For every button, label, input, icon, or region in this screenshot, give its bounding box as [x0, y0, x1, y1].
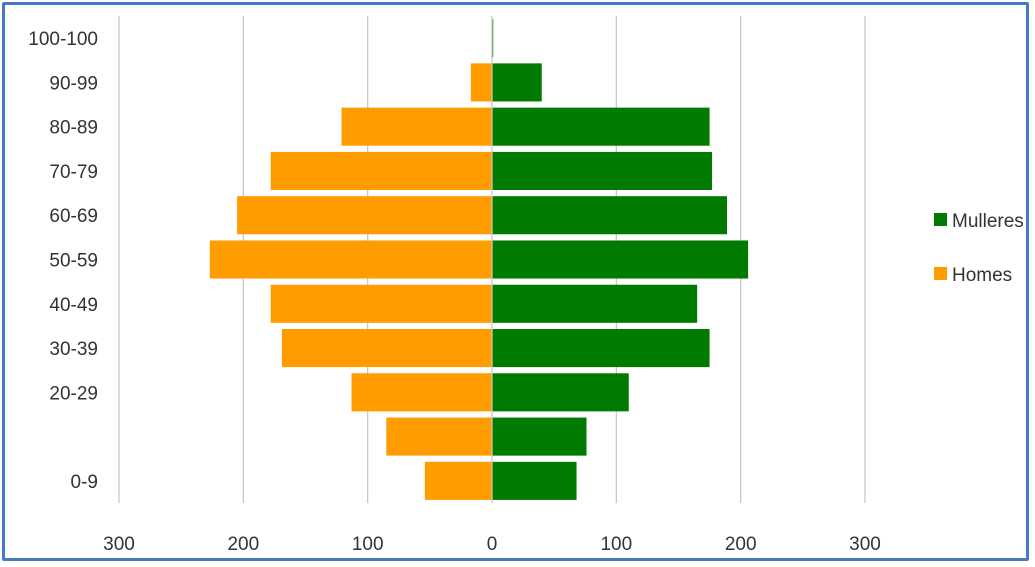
bars: [209, 16, 749, 503]
bar-homes: [270, 151, 492, 190]
bar-homes: [209, 240, 492, 279]
bar-mulleres: [492, 329, 710, 368]
bar-mulleres: [492, 196, 727, 235]
x-tick-label: 300: [849, 534, 881, 555]
bar-mulleres: [492, 240, 749, 279]
y-tick-label: 50-59: [49, 251, 98, 272]
bar-mulleres: [492, 107, 710, 146]
y-tick-label: 80-89: [49, 118, 98, 139]
legend: Mulleres Homes: [934, 211, 1024, 286]
bar-homes: [470, 63, 492, 102]
bar-homes: [237, 196, 492, 235]
x-tick-label: 300: [103, 534, 135, 555]
chart-frame: [2, 2, 1029, 561]
legend-label: Mulleres: [952, 211, 1024, 232]
bar-mulleres: [492, 417, 587, 456]
legend-swatch: [934, 213, 947, 226]
y-axis-tick-labels: 0-9 20-29 30-39 40-49 50-59 60-69 70-79 80-89 90…: [28, 29, 98, 493]
bar-homes: [424, 461, 492, 500]
bar-mulleres: [492, 373, 629, 412]
bar-mulleres: [492, 63, 542, 102]
bar-homes: [341, 107, 492, 146]
legend-swatch: [934, 267, 947, 280]
x-tick-label: 200: [725, 534, 757, 555]
y-tick-label: 30-39: [49, 339, 98, 360]
bar-mulleres: [492, 151, 713, 190]
y-tick-label: 60-69: [49, 206, 98, 227]
x-tick-label: 200: [227, 534, 259, 555]
bar-mulleres: [492, 461, 577, 500]
bar-homes: [281, 329, 492, 368]
y-tick-label: 100-100: [28, 29, 98, 50]
y-tick-label: 0-9: [71, 472, 98, 493]
bar-homes: [386, 417, 492, 456]
y-tick-label: 90-99: [49, 73, 98, 94]
x-tick-label: 100: [600, 534, 632, 555]
x-tick-label: 100: [352, 534, 384, 555]
x-tick-label: 0: [487, 534, 498, 555]
y-tick-label: 70-79: [49, 162, 98, 183]
legend-label: Homes: [952, 265, 1012, 286]
bar-homes: [351, 373, 492, 412]
bar-mulleres: [492, 284, 698, 323]
bar-homes: [270, 284, 492, 323]
y-tick-label: 20-29: [49, 383, 98, 404]
x-axis-tick-labels: 300 200 100 0 100 200 300: [103, 534, 881, 555]
gridlines: [118, 16, 866, 503]
y-tick-label: 40-49: [49, 295, 98, 316]
